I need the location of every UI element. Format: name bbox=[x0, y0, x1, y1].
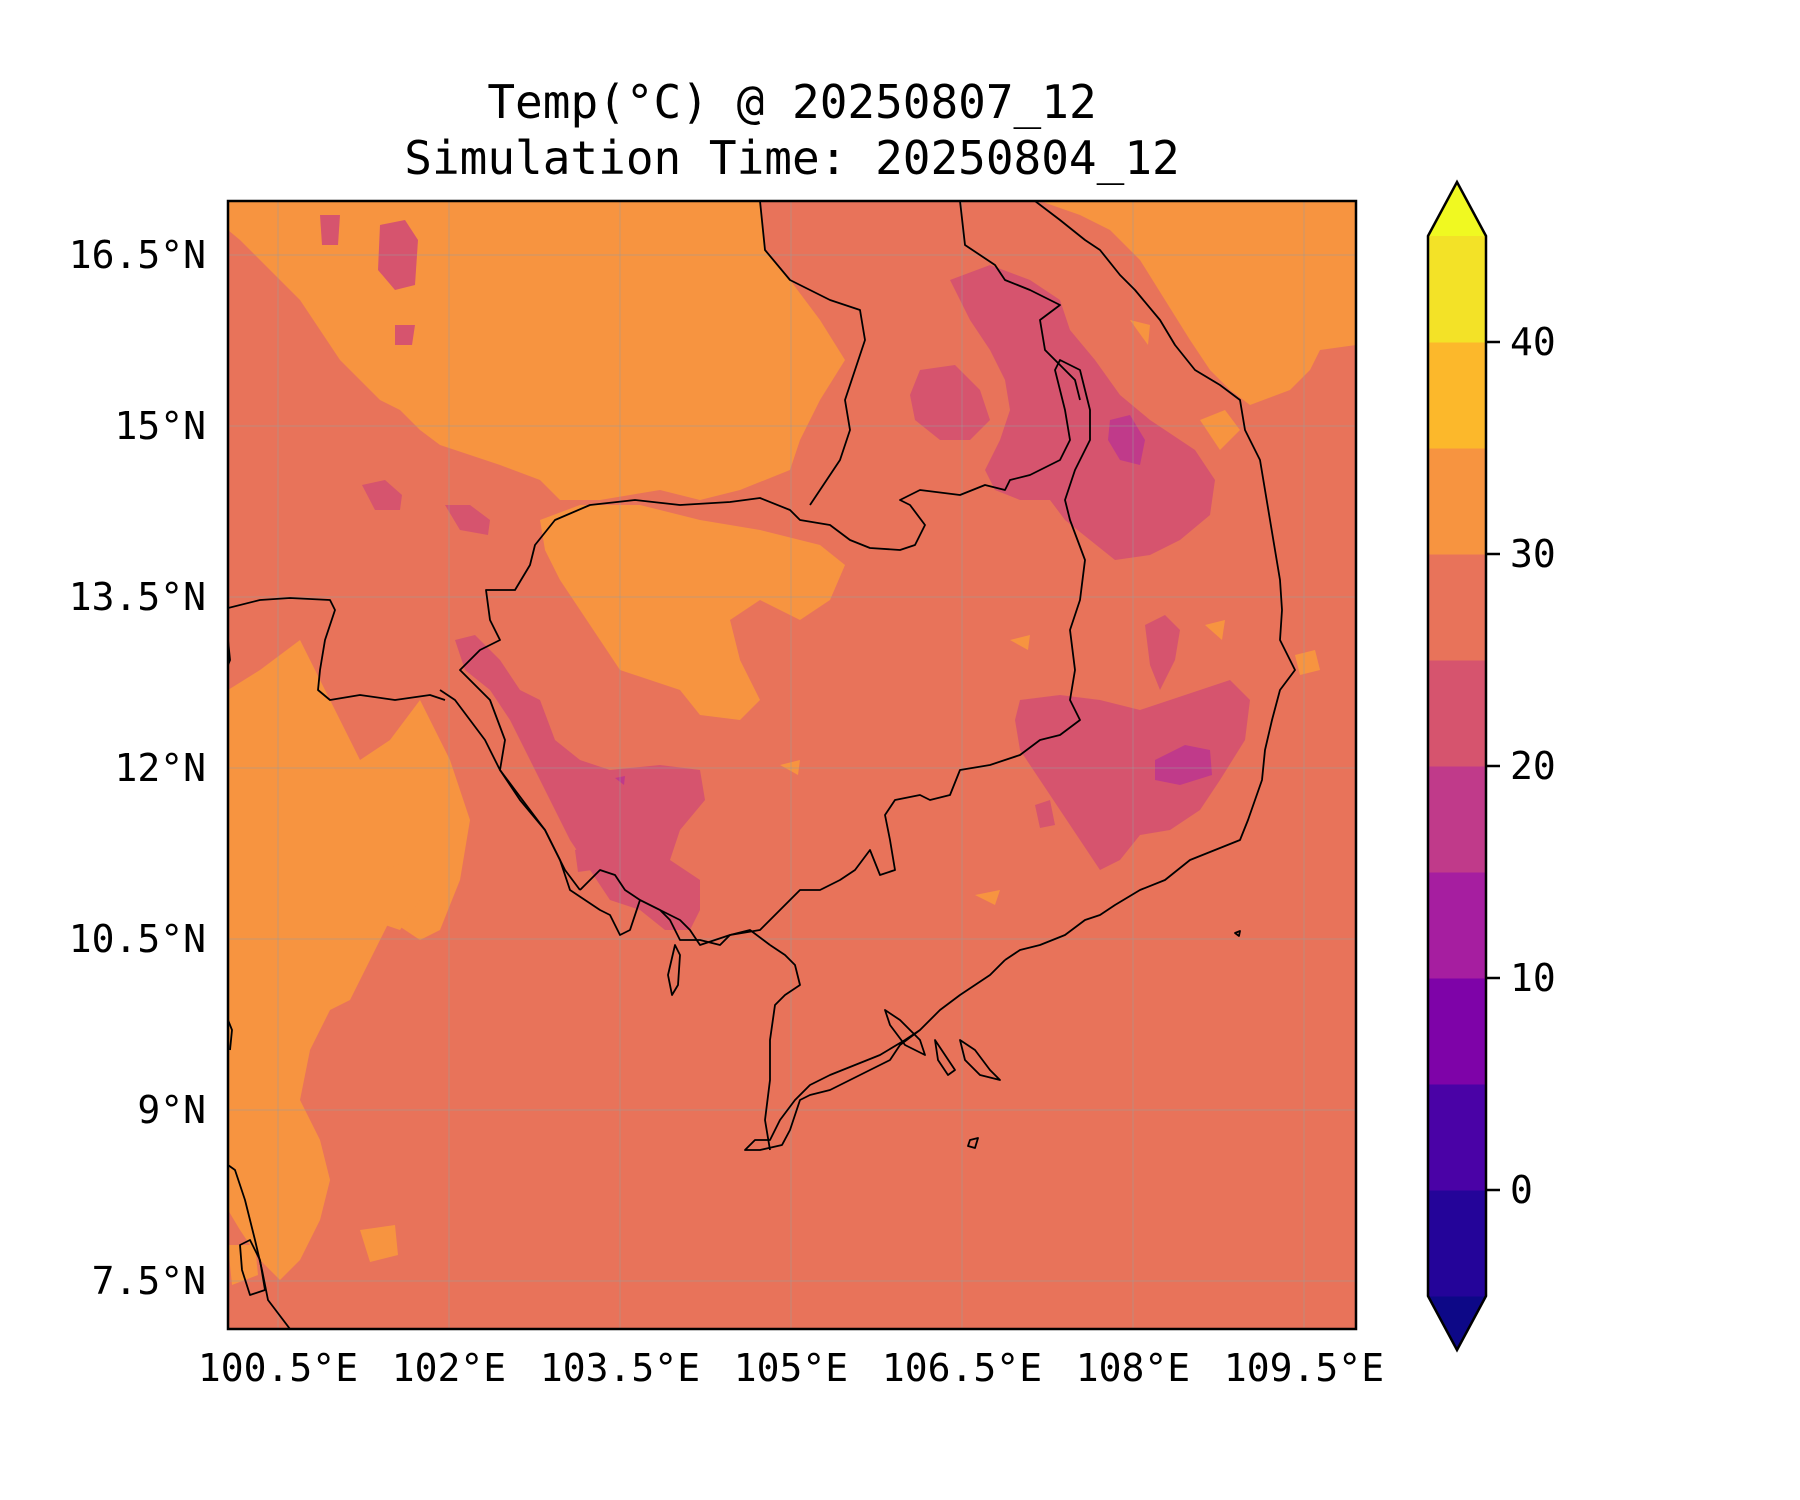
lat-tick-label: 9°N bbox=[137, 1088, 206, 1132]
colorbar-tick-label: 40 bbox=[1510, 320, 1556, 364]
lat-tick-label: 16.5°N bbox=[69, 233, 206, 277]
colorbar-extend-min bbox=[1428, 1296, 1486, 1350]
lat-tick-label: 15°N bbox=[114, 404, 206, 448]
colorbar-segment bbox=[1428, 1084, 1486, 1191]
colorbar-segment bbox=[1428, 554, 1486, 661]
map-gridlines bbox=[228, 201, 1356, 1329]
lat-tick-label: 7.5°N bbox=[92, 1259, 206, 1303]
lat-tick-label: 13.5°N bbox=[69, 575, 206, 619]
latitude-tick-labels: 16.5°N 15°N 13.5°N 12°N 10.5°N 9°N 7.5°N bbox=[69, 233, 206, 1303]
colorbar-outline bbox=[1426, 179, 1488, 1353]
lon-tick-label: 100.5°E bbox=[198, 1346, 358, 1390]
country-borders bbox=[228, 201, 1091, 946]
colorbar-tick-label: 0 bbox=[1510, 1168, 1533, 1212]
colorbar-segment bbox=[1428, 236, 1486, 343]
lat-tick-label: 10.5°N bbox=[69, 917, 206, 961]
coastlines bbox=[228, 201, 1296, 1329]
colorbar-tick-label: 10 bbox=[1510, 956, 1556, 1000]
lon-tick-label: 106.5°E bbox=[882, 1346, 1042, 1390]
lon-tick-label: 108°E bbox=[1076, 1346, 1190, 1390]
colorbar-segment bbox=[1428, 766, 1486, 873]
colorbar-segment bbox=[1428, 448, 1486, 555]
colorbar-tick-label: 30 bbox=[1510, 532, 1556, 576]
colorbar-segment bbox=[1428, 872, 1486, 979]
colorbar-segment bbox=[1428, 342, 1486, 449]
colorbar-segment bbox=[1428, 660, 1486, 767]
lon-tick-label: 105°E bbox=[734, 1346, 848, 1390]
lon-tick-label: 103.5°E bbox=[540, 1346, 700, 1390]
map-frame bbox=[226, 199, 1358, 1331]
colorbar-segment bbox=[1428, 1190, 1486, 1297]
longitude-tick-labels: 100.5°E 102°E 103.5°E 105°E 106.5°E 108°… bbox=[198, 1346, 1384, 1390]
map-subtitle: Simulation Time: 20250804_12 bbox=[404, 131, 1179, 185]
map-panel bbox=[228, 201, 1356, 1329]
colorbar-segment bbox=[1428, 978, 1486, 1085]
map-title: Temp(°C) @ 20250807_12 bbox=[487, 75, 1096, 129]
warm-region-30-35 bbox=[228, 201, 1356, 1285]
colorbar-extend-max bbox=[1428, 182, 1486, 236]
colorbar: 0 10 20 30 40 bbox=[1426, 179, 1556, 1353]
cool-region-20-25 bbox=[320, 215, 1250, 930]
lat-tick-label: 12°N bbox=[114, 746, 206, 790]
cold-region-15-20 bbox=[615, 415, 1212, 785]
lon-tick-label: 109.5°E bbox=[1224, 1346, 1384, 1390]
lon-tick-label: 102°E bbox=[392, 1346, 506, 1390]
colorbar-tick-label: 20 bbox=[1510, 744, 1556, 788]
